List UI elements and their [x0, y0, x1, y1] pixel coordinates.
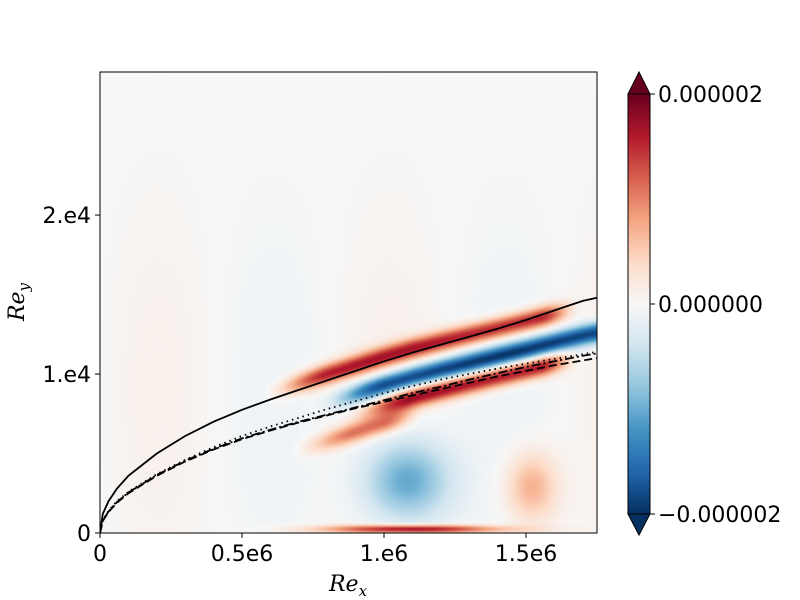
y-axis-title: Rey: [5, 282, 33, 322]
x-tick-label: 0: [93, 542, 107, 567]
curve-dashed: [100, 357, 597, 533]
y-axis: 0 1.e4 2.e4: [42, 204, 100, 547]
x-tick-label: 1.e6: [360, 542, 409, 567]
y-tick-label: 2.e4: [42, 204, 91, 229]
colorbar-tick-label: −0.000002: [658, 503, 781, 528]
x-tick-label: 1.5e6: [495, 542, 558, 567]
colorbar: 0.000002 0.000000 −0.000002: [627, 70, 781, 537]
plot-frame: [99, 71, 598, 534]
curve-solid: [100, 296, 597, 533]
colorbar-min-extension: [627, 513, 651, 537]
y-tick-label: 1.e4: [42, 363, 91, 388]
heatmap-field: [100, 72, 597, 533]
boundary-curves: [100, 296, 597, 533]
x-axis: 0 0.5e6 1.e6 1.5e6: [93, 533, 557, 567]
curve-dashdot: [100, 352, 597, 533]
colorbar-tick-label: 0.000002: [658, 83, 763, 108]
colorbar-max-extension: [627, 70, 651, 95]
y-tick-label: 0: [77, 522, 91, 547]
colorbar-ticks: 0.000002 0.000000 −0.000002: [650, 83, 781, 528]
colorbar-bar: [628, 94, 650, 514]
plot-area: [99, 71, 598, 534]
x-axis-title: Rex: [328, 572, 368, 600]
curve-dotted: [100, 350, 597, 533]
colorbar-tick-label: 0.000000: [658, 293, 763, 318]
x-tick-label: 0.5e6: [211, 542, 274, 567]
